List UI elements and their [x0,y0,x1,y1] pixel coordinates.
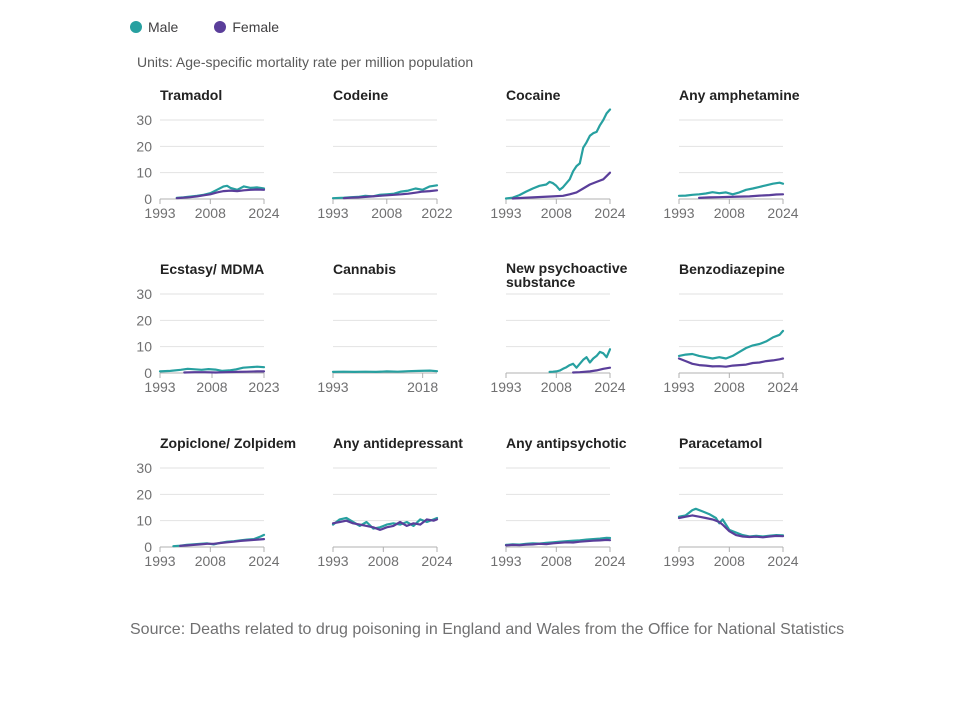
series-line-male[interactable] [504,108,612,200]
series-line-female[interactable] [342,189,439,200]
x-tick-label: 2018 [407,379,438,395]
panel-any-antidepressant: Any antidepressant 1993 2008 2024 [317,435,463,569]
x-tick-label: 2008 [541,379,572,395]
panel-title: Cocaine [506,87,561,103]
x-tick-label: 2024 [248,553,279,569]
x-tick-label: 2024 [248,205,279,221]
panel-codeine: Codeine 1993 2008 2022 [317,87,452,221]
series-line-male[interactable] [331,516,439,530]
legend-item-male[interactable]: Male [130,19,178,35]
series-line-female[interactable] [571,366,612,374]
x-tick-label: 2008 [195,205,226,221]
panel-tramadol: Tramadol 0 10 20 30 1993 2008 2024 [136,87,279,221]
x-tick-label: 2024 [421,553,452,569]
x-tick-label: 2022 [421,205,452,221]
y-tick-label: 20 [136,486,152,502]
x-tick-label: 2008 [714,553,745,569]
series-line-male[interactable] [548,348,612,373]
series-line-female[interactable] [331,518,439,532]
x-tick-label: 2023 [248,379,279,395]
y-tick-label: 10 [136,513,152,529]
panel-zopiclone-zolpidem: Zopiclone/ Zolpidem 0 10 20 30 1993 2008 2024 [136,435,296,569]
legend-marker-male [130,21,142,33]
x-tick-label: 1993 [490,553,521,569]
series-line-female[interactable] [179,537,266,548]
panel-title: Paracetamol [679,435,762,451]
legend-marker-female [214,21,227,33]
series-line-female[interactable] [677,514,785,539]
panel-title: Codeine [333,87,388,103]
legend-label-female: Female [232,19,280,35]
x-tick-label: 1993 [144,379,175,395]
x-tick-label: 2024 [767,205,798,221]
x-tick-label: 2008 [541,205,572,221]
panel-cannabis: Cannabis 1993 2018 [317,261,438,395]
x-tick-label: 2024 [594,553,625,569]
x-tick-label: 1993 [490,379,521,395]
source-note: Source: Deaths related to drug poisoning… [130,621,845,638]
panel-ecstasy-mdma: Ecstasy/ MDMA 0 10 20 30 1993 2008 2023 [136,261,279,395]
y-tick-label: 10 [136,165,152,181]
units-label: Units: Age-specific mortality rate per m… [137,54,474,70]
x-tick-label: 2008 [195,553,226,569]
x-tick-label: 1993 [490,205,521,221]
panel-title: Cannabis [333,261,396,277]
panel-title: Ecstasy/ MDMA [160,261,264,277]
y-tick-label: 30 [136,286,152,302]
y-tick-label: 30 [136,460,152,476]
panel-paracetamol: Paracetamol 1993 2008 2024 [663,435,798,569]
legend-item-female[interactable]: Female [214,19,279,35]
x-tick-label: 1993 [663,379,694,395]
x-tick-label: 2008 [196,379,227,395]
y-tick-label: 30 [136,112,152,128]
series-line-female[interactable] [504,538,612,547]
series-line-male[interactable] [677,181,785,197]
x-tick-label: 2008 [368,553,399,569]
x-tick-label: 1993 [663,553,694,569]
x-tick-label: 1993 [663,205,694,221]
small-multiples-chart: Tramadol 0 10 20 30 1993 2008 2024 Codeine 1993 20… [136,87,799,569]
panel-title: Any amphetamine [679,87,800,103]
x-tick-label: 2024 [767,553,798,569]
x-tick-label: 2024 [594,379,625,395]
x-tick-label: 2008 [371,205,402,221]
x-tick-label: 1993 [144,553,175,569]
series-line-female[interactable] [677,357,785,368]
y-tick-label: 0 [144,365,152,381]
legend-label-male: Male [148,19,179,35]
panel-cocaine: Cocaine 1993 2008 2024 [490,87,625,221]
panel-any-antipsychotic: Any antipsychotic 1993 2008 2024 [490,435,626,569]
panel-title: Any antidepressant [333,435,463,451]
y-tick-label: 0 [144,539,152,555]
x-tick-label: 2008 [714,379,745,395]
panel-any-amphetamine: Any amphetamine 1993 2008 2024 [663,87,799,221]
series-line-male[interactable] [331,369,439,373]
panel-title: Zopiclone/ Zolpidem [160,435,296,451]
y-tick-label: 20 [136,138,152,154]
panel-title: Tramadol [160,87,222,103]
series-line-female[interactable] [697,193,785,199]
panel-title: Benzodiazepine [679,261,785,277]
y-tick-label: 10 [136,339,152,355]
y-tick-label: 0 [144,191,152,207]
x-tick-label: 2024 [767,379,798,395]
x-tick-label: 1993 [317,205,348,221]
x-tick-label: 2008 [714,205,745,221]
series-line-female[interactable] [175,188,266,200]
x-tick-label: 1993 [144,205,175,221]
panel-new-psychoactive-substance: New psychoactive substance 1993 2008 2024 [490,260,627,395]
series-line-male[interactable] [677,329,785,360]
panel-title: New psychoactive substance [506,260,628,290]
panel-title: Any antipsychotic [506,435,627,451]
series-line-female[interactable] [511,171,612,200]
series-line-female[interactable] [183,370,266,374]
x-tick-label: 1993 [317,553,348,569]
panel-benzodiazepine: Benzodiazepine 1993 2008 2024 [663,261,798,395]
y-tick-label: 20 [136,312,152,328]
legend: Male Female [130,16,315,38]
x-tick-label: 1993 [317,379,348,395]
x-tick-label: 2008 [541,553,572,569]
x-tick-label: 2024 [594,205,625,221]
series-line-male[interactable] [158,365,266,373]
